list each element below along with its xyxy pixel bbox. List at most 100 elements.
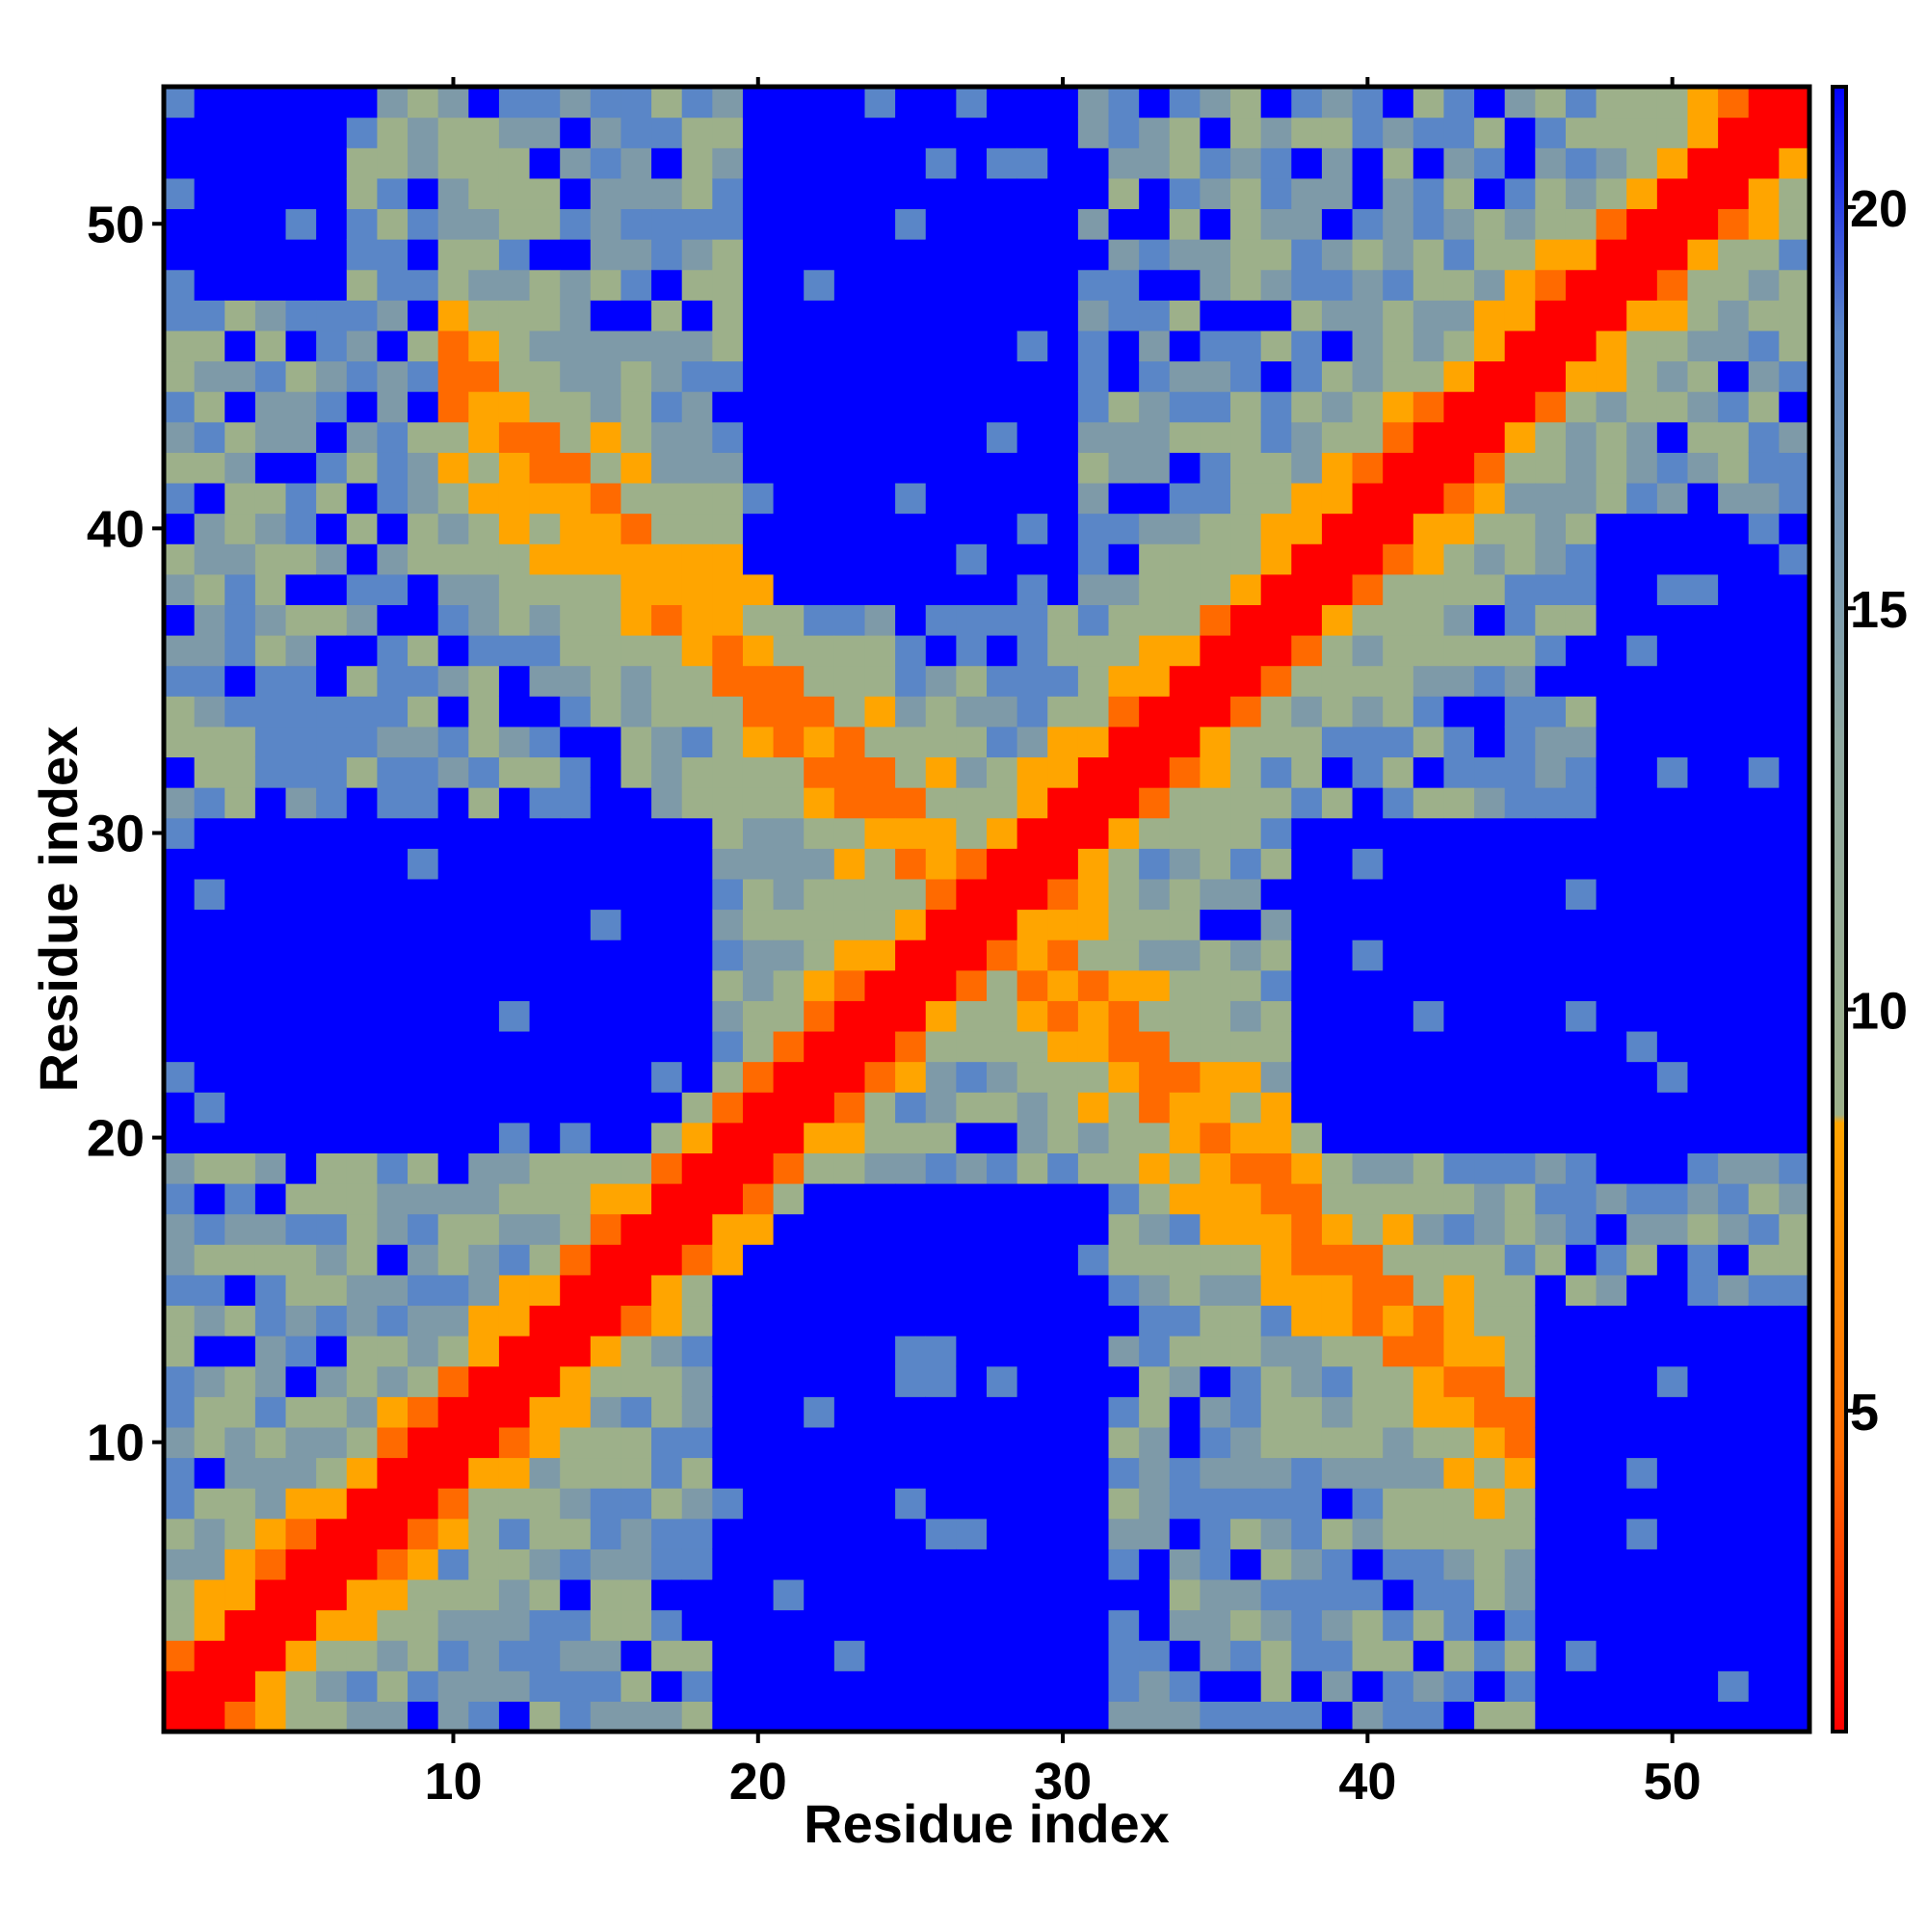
heatmap-cell — [1626, 726, 1658, 758]
heatmap-cell — [1108, 878, 1140, 911]
heatmap-cell — [1412, 239, 1445, 271]
heatmap-cell — [560, 1092, 592, 1124]
heatmap-cell — [681, 1670, 713, 1702]
heatmap-cell — [864, 1670, 896, 1702]
heatmap-cell — [1352, 1213, 1384, 1245]
heatmap-cell — [316, 117, 348, 148]
heatmap-cell — [987, 421, 1018, 453]
heatmap-cell — [1352, 1609, 1384, 1641]
heatmap-cell — [1077, 1061, 1110, 1093]
heatmap-cell — [285, 330, 317, 362]
heatmap-cell — [1047, 421, 1079, 453]
heatmap-cell — [1596, 1030, 1627, 1063]
heatmap-cell — [254, 300, 287, 331]
heatmap-cell — [1260, 817, 1292, 849]
heatmap-cell — [468, 696, 500, 728]
heatmap-cell — [1108, 330, 1140, 362]
heatmap-cell — [712, 147, 744, 179]
heatmap-cell — [377, 940, 409, 971]
heatmap-cell — [987, 1396, 1018, 1428]
heatmap-cell — [651, 1609, 683, 1641]
heatmap-cell — [254, 117, 287, 148]
heatmap-cell — [620, 269, 652, 301]
heatmap-cell — [833, 1122, 866, 1153]
heatmap-cell — [1108, 513, 1140, 544]
heatmap-cell — [804, 208, 835, 240]
heatmap-cell — [377, 817, 409, 849]
heatmap-cell — [712, 1578, 744, 1611]
heatmap-cell — [773, 1365, 805, 1397]
heatmap-cell — [1016, 1336, 1048, 1367]
heatmap-cell — [1321, 1670, 1354, 1702]
heatmap-cell — [1565, 1061, 1597, 1093]
heatmap-cell — [1718, 269, 1750, 301]
heatmap-cell — [1169, 177, 1201, 210]
heatmap-cell — [1565, 452, 1597, 484]
heatmap-cell — [560, 1274, 592, 1307]
heatmap-cell — [1474, 300, 1506, 331]
heatmap-cell — [1321, 1183, 1354, 1215]
heatmap-cell — [1230, 117, 1262, 148]
heatmap-cell — [804, 1122, 835, 1153]
heatmap-cell — [1535, 330, 1567, 362]
heatmap-cell — [1443, 848, 1475, 880]
heatmap-cell — [1596, 756, 1627, 788]
heatmap-cell — [773, 878, 805, 911]
heatmap-cell — [1412, 543, 1445, 575]
heatmap-cell — [1291, 1578, 1323, 1611]
heatmap-cell — [1443, 543, 1475, 575]
heatmap-cell — [833, 1426, 866, 1459]
heatmap-cell — [1626, 482, 1658, 515]
x-tick-label: 50 — [1644, 1753, 1702, 1811]
heatmap-cell — [742, 1701, 775, 1733]
heatmap-cell — [1504, 1518, 1536, 1549]
heatmap-cell — [773, 147, 805, 179]
heatmap-cell — [956, 117, 988, 148]
heatmap-cell — [1565, 1122, 1597, 1153]
heatmap-cell — [833, 726, 866, 758]
heatmap-cell — [1596, 1305, 1627, 1337]
heatmap-cell — [1718, 817, 1750, 849]
heatmap-cell — [194, 1518, 225, 1549]
heatmap-cell — [1443, 452, 1475, 484]
heatmap-cell — [895, 787, 927, 819]
heatmap-cell — [285, 1030, 317, 1063]
heatmap-cell — [194, 1092, 225, 1124]
heatmap-cell — [560, 696, 592, 728]
heatmap-cell — [1626, 1122, 1658, 1153]
heatmap-cell — [468, 1000, 500, 1032]
heatmap-cell — [1626, 635, 1658, 667]
heatmap-cell — [285, 1518, 317, 1549]
heatmap-cell — [437, 1213, 469, 1245]
heatmap-cell — [408, 848, 439, 880]
heatmap-cell — [1718, 1365, 1750, 1397]
heatmap-cell — [1291, 635, 1323, 667]
heatmap-cell — [560, 208, 592, 240]
heatmap-cell — [1656, 300, 1689, 331]
heatmap-cell — [1139, 1609, 1171, 1641]
heatmap-cell — [1626, 1640, 1658, 1672]
heatmap-cell — [1596, 1061, 1627, 1093]
heatmap-cell — [712, 726, 744, 758]
heatmap-cell — [1139, 848, 1171, 880]
heatmap-cell — [164, 1305, 196, 1337]
heatmap-cell — [1047, 1578, 1079, 1611]
heatmap-cell — [1504, 1244, 1536, 1276]
heatmap-cell — [1748, 1336, 1780, 1367]
heatmap-cell — [1077, 269, 1110, 301]
heatmap-cell — [1108, 452, 1140, 484]
heatmap-cell — [1047, 1183, 1079, 1215]
heatmap-cell — [346, 1244, 379, 1276]
heatmap-cell — [1047, 665, 1079, 697]
heatmap-cell — [1383, 940, 1414, 971]
heatmap-cell — [742, 330, 775, 362]
heatmap-cell — [346, 1030, 379, 1063]
heatmap-cell — [1779, 909, 1810, 940]
heatmap-cell — [529, 208, 561, 240]
heatmap-cell — [1383, 696, 1414, 728]
heatmap-cell — [560, 1640, 592, 1672]
heatmap-cell — [437, 208, 469, 240]
colorbar-tick-label: 15 — [1850, 581, 1908, 639]
heatmap-cell — [468, 1336, 500, 1367]
heatmap-cell — [498, 878, 531, 911]
